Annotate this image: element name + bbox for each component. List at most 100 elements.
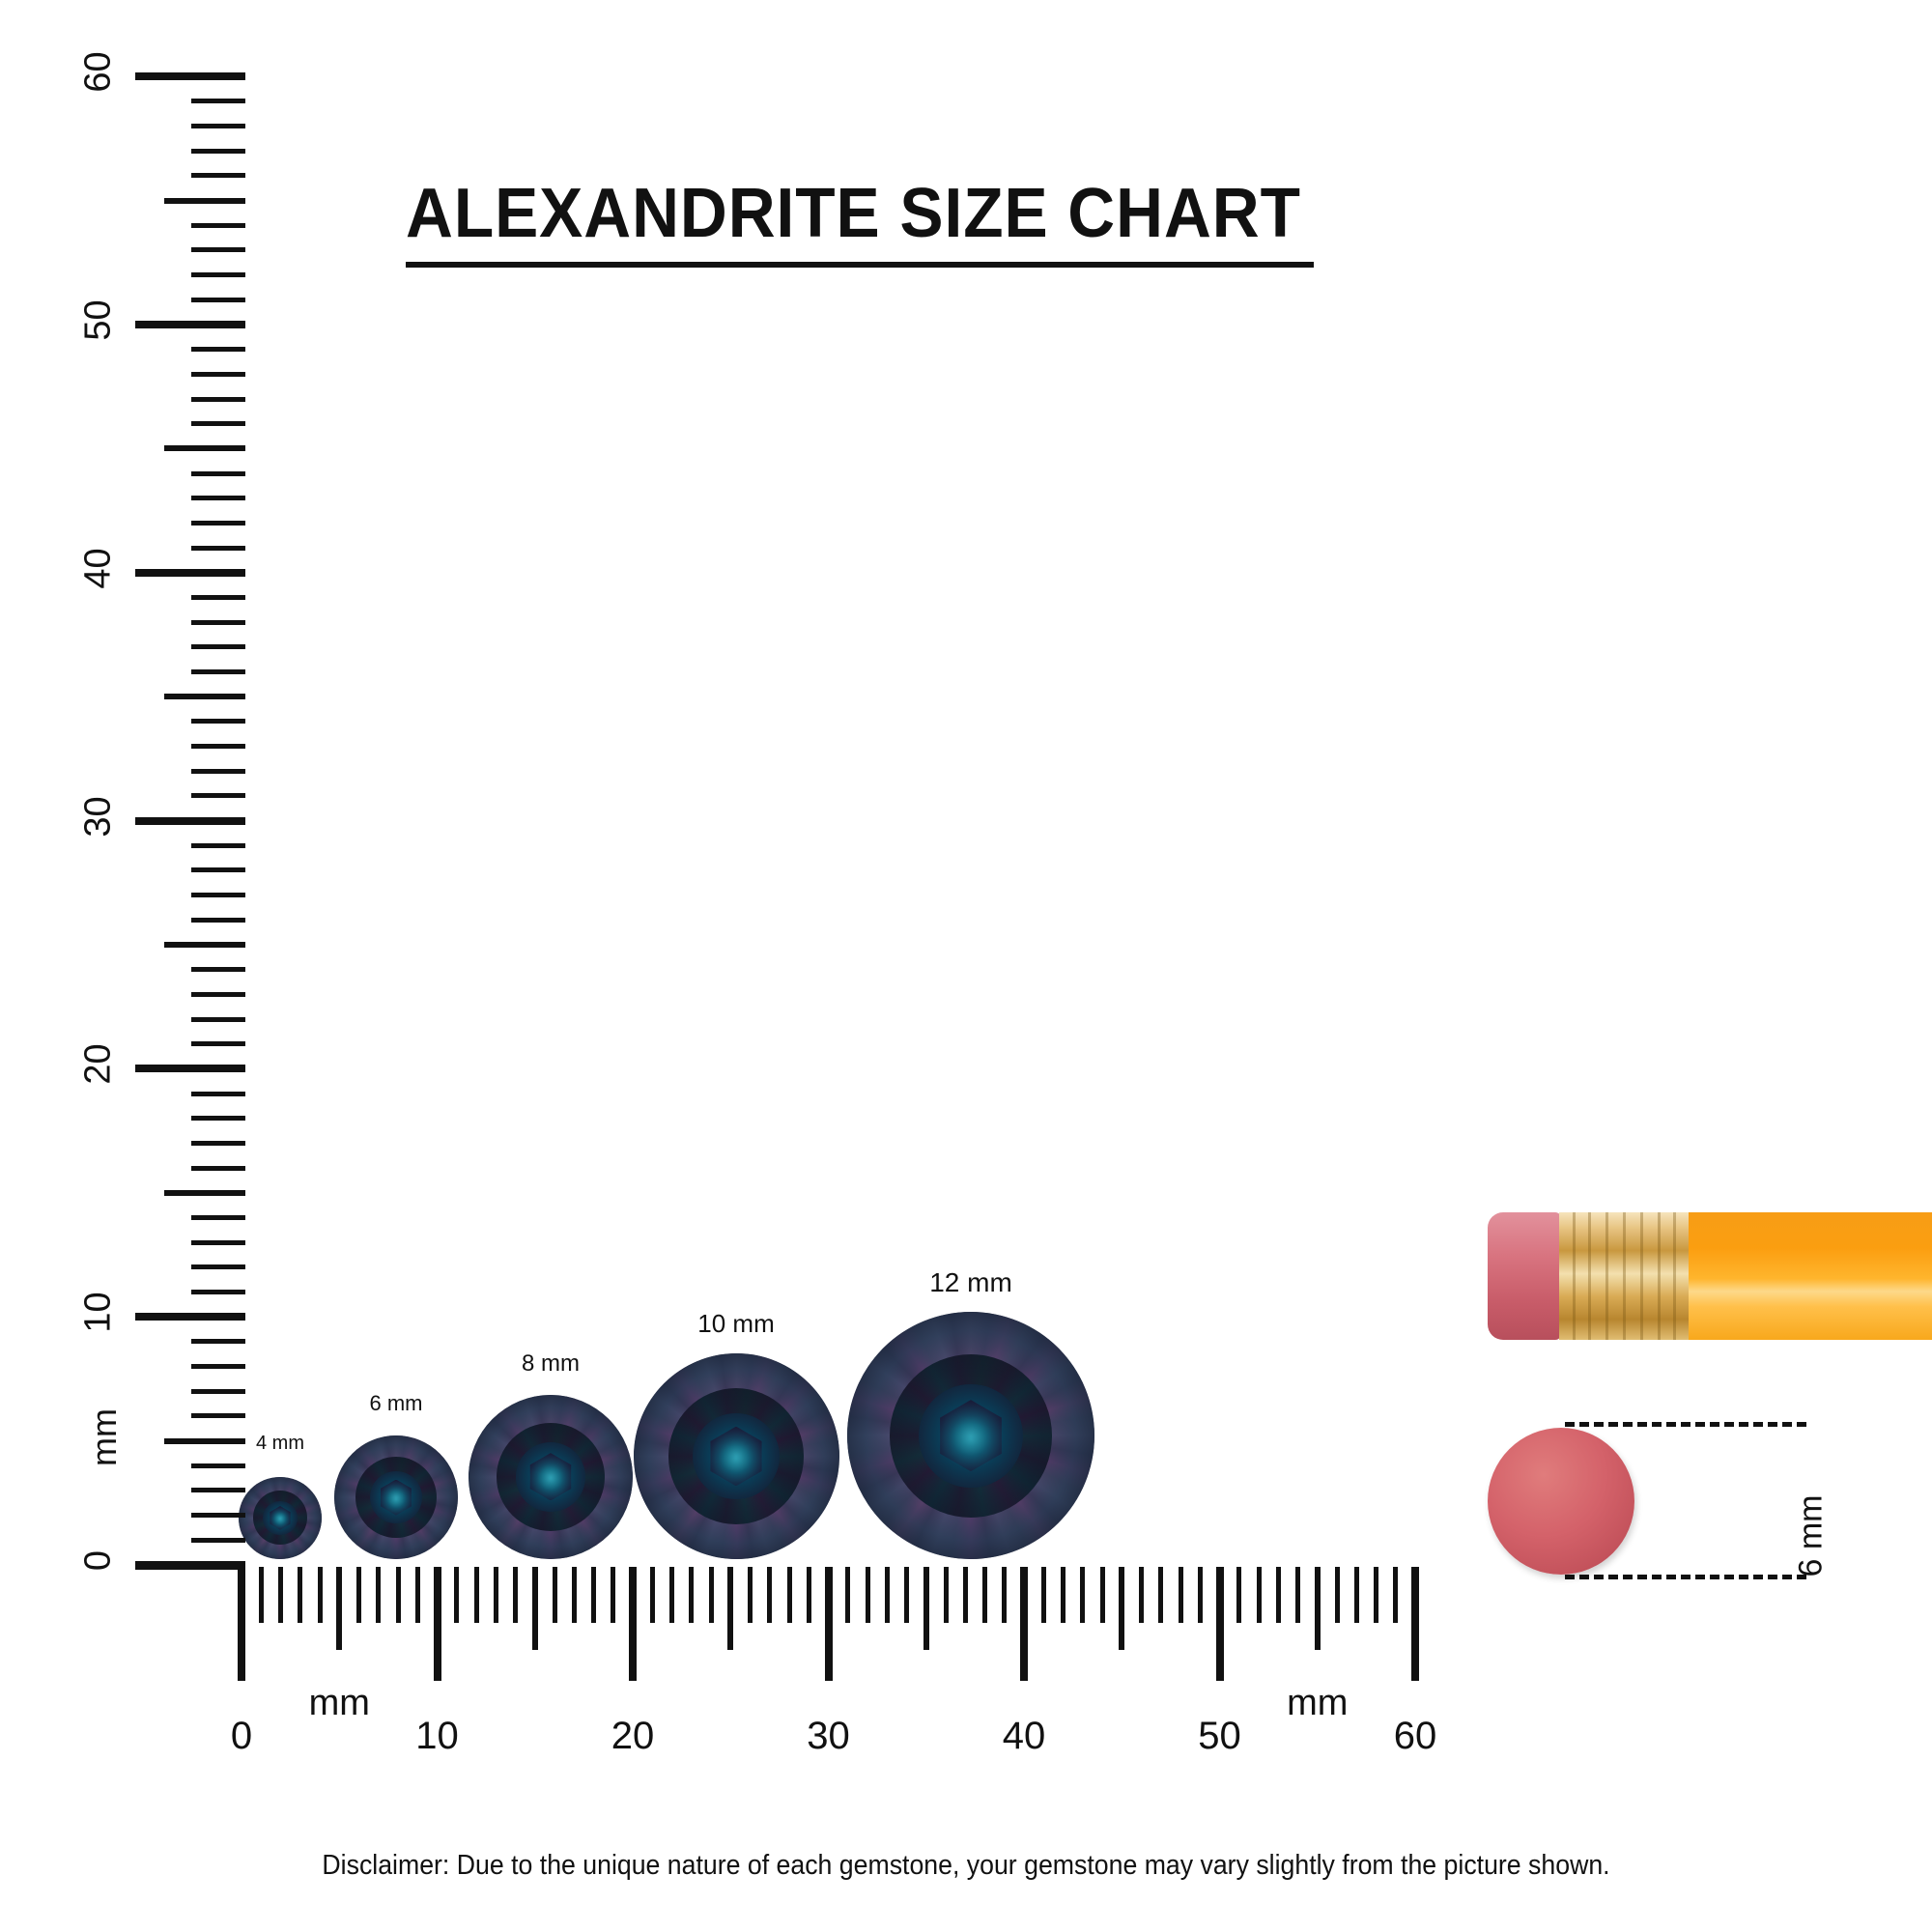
vertical-tick-minor	[191, 1364, 245, 1370]
horizontal-tick-minor	[669, 1567, 674, 1623]
vertical-tick-minor	[191, 991, 245, 997]
vertical-tick-minor	[191, 173, 245, 179]
page-title-group: ALEXANDRITE SIZE CHART	[406, 179, 1372, 268]
title-underline	[406, 262, 1314, 268]
horizontal-tick-minor	[493, 1567, 498, 1623]
vertical-tick-minor	[191, 719, 245, 724]
horizontal-tick-major	[1020, 1567, 1028, 1681]
vertical-tick-minor	[191, 222, 245, 228]
horizontal-tick-minor	[1178, 1567, 1183, 1623]
horizontal-ruler-label: 50	[1198, 1715, 1241, 1757]
horizontal-tick-mid	[923, 1567, 929, 1650]
vertical-ruler-label: 60	[77, 51, 119, 93]
horizontal-tick-mid	[336, 1567, 343, 1650]
vertical-tick-minor	[191, 496, 245, 501]
horizontal-tick-mid	[727, 1567, 734, 1650]
vertical-tick-minor	[191, 520, 245, 526]
vertical-tick-minor	[191, 893, 245, 898]
horizontal-tick-minor	[1197, 1567, 1203, 1623]
vertical-tick-minor	[191, 619, 245, 625]
horizontal-tick-minor	[1334, 1567, 1340, 1623]
vertical-tick-minor	[191, 867, 245, 873]
vertical-tick-minor	[191, 768, 245, 774]
vertical-tick-minor	[191, 1140, 245, 1146]
vertical-tick-minor	[191, 1016, 245, 1022]
gem-10mm	[633, 1353, 839, 1559]
gem-label-4mm: 4 mm	[256, 1432, 304, 1454]
horizontal-ruler-label: 10	[415, 1715, 459, 1757]
vertical-tick-minor	[191, 272, 245, 278]
vertical-tick-minor	[191, 421, 245, 427]
vertical-tick-minor	[191, 917, 245, 923]
horizontal-ruler-label: 40	[1002, 1715, 1046, 1757]
horizontal-tick-minor	[356, 1567, 361, 1623]
vertical-ruler-unit-label: mm	[84, 1407, 124, 1466]
horizontal-tick-minor	[1374, 1567, 1378, 1623]
ferrule-rib	[1623, 1212, 1626, 1340]
vertical-tick-minor	[191, 1513, 245, 1519]
vertical-tick-mid	[164, 197, 245, 204]
horizontal-tick-minor	[473, 1567, 479, 1623]
horizontal-tick-minor	[1040, 1567, 1046, 1623]
vertical-tick-mid	[164, 942, 245, 948]
disclaimer-text: Disclaimer: Due to the unique nature of …	[322, 1850, 1610, 1881]
vertical-tick-minor	[191, 124, 245, 129]
horizontal-tick-minor	[552, 1567, 557, 1623]
gem-label-12mm: 12 mm	[929, 1267, 1012, 1298]
horizontal-tick-minor	[376, 1567, 382, 1623]
vertical-tick-minor	[191, 470, 245, 476]
ferrule-rib	[1573, 1212, 1576, 1340]
horizontal-ruler-label: 30	[807, 1715, 850, 1757]
vertical-tick-minor	[191, 148, 245, 154]
horizontal-ruler-label: 20	[611, 1715, 655, 1757]
vertical-tick-minor	[191, 1239, 245, 1245]
vertical-tick-minor	[191, 297, 245, 302]
horizontal-ruler-unit-label-right: mm	[1287, 1683, 1349, 1723]
horizontal-tick-minor	[513, 1567, 518, 1623]
vertical-tick-major	[135, 321, 245, 328]
gem-label-8mm: 8 mm	[522, 1350, 580, 1377]
horizontal-tick-minor	[689, 1567, 695, 1623]
vertical-ruler-label: 20	[77, 1043, 119, 1086]
pencil-ferrule	[1559, 1212, 1690, 1340]
vertical-tick-minor	[191, 1388, 245, 1394]
horizontal-tick-minor	[454, 1567, 460, 1623]
horizontal-tick-minor	[806, 1567, 811, 1623]
horizontal-tick-minor	[1295, 1567, 1300, 1623]
horizontal-tick-minor	[845, 1567, 851, 1623]
eraser-size-label: 6 mm	[1792, 1494, 1830, 1577]
horizontal-tick-minor	[1393, 1567, 1399, 1623]
horizontal-tick-major	[824, 1567, 833, 1681]
horizontal-tick-minor	[708, 1567, 714, 1623]
vertical-tick-minor	[191, 545, 245, 551]
vertical-tick-minor	[191, 1463, 245, 1468]
vertical-tick-minor	[191, 644, 245, 650]
horizontal-tick-minor	[591, 1567, 596, 1623]
ferrule-rib	[1605, 1212, 1608, 1340]
gem-8mm	[468, 1394, 634, 1559]
vertical-tick-mid	[164, 1437, 245, 1444]
vertical-tick-minor	[191, 1041, 245, 1047]
gem-label-10mm: 10 mm	[697, 1309, 775, 1338]
horizontal-tick-minor	[943, 1567, 949, 1623]
vertical-tick-minor	[191, 1116, 245, 1122]
vertical-tick-minor	[191, 371, 245, 377]
horizontal-ruler-label: 0	[230, 1715, 253, 1757]
gem-6mm	[334, 1435, 458, 1559]
gem-center-sparkle	[270, 1506, 291, 1530]
horizontal-ruler-label: 60	[1393, 1715, 1437, 1757]
vertical-tick-mid	[164, 445, 245, 452]
vertical-tick-major	[135, 1065, 245, 1073]
vertical-tick-major	[135, 816, 245, 825]
vertical-tick-minor	[191, 1413, 245, 1419]
horizontal-tick-minor	[611, 1567, 616, 1623]
vertical-tick-minor	[191, 967, 245, 973]
pencil-eraser-tip	[1488, 1212, 1561, 1340]
horizontal-tick-minor	[571, 1567, 577, 1623]
horizontal-tick-minor	[748, 1567, 753, 1623]
horizontal-tick-minor	[962, 1567, 968, 1623]
horizontal-tick-minor	[1236, 1567, 1242, 1623]
horizontal-tick-minor	[1080, 1567, 1086, 1623]
vertical-tick-major	[135, 1313, 245, 1321]
